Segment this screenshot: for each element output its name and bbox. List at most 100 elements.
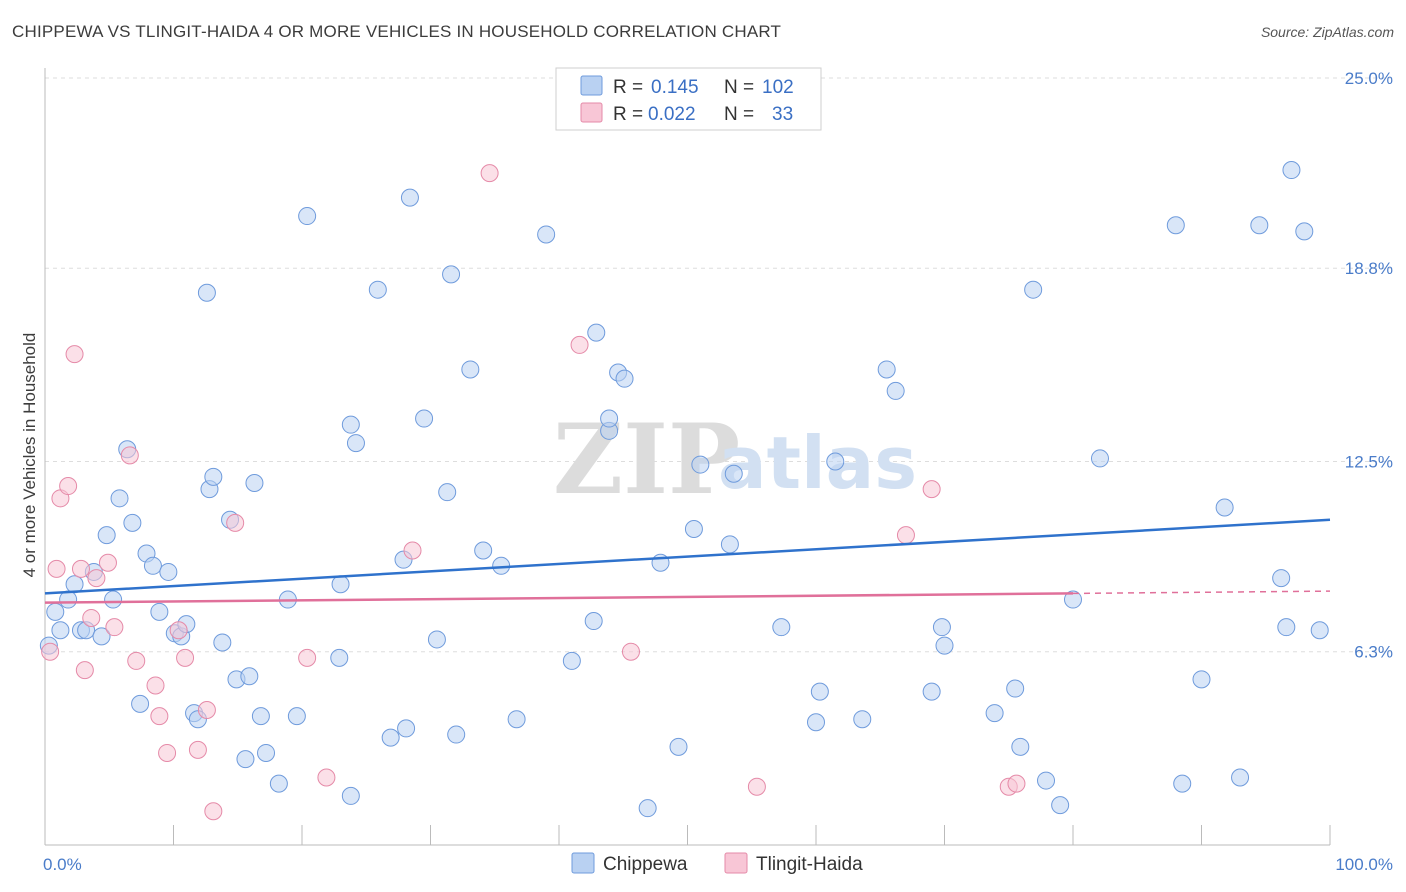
- chippewa-point-93: [1192, 670, 1211, 689]
- chippewa-point-87: [1037, 771, 1056, 790]
- chippewa-point-71: [720, 535, 739, 554]
- chippewa-point-61: [587, 323, 606, 342]
- chippewa-point-84: [1006, 679, 1025, 698]
- y-tick-label-2: 12.5%: [1345, 453, 1393, 472]
- chippewa-point-52: [442, 265, 461, 284]
- tlingit-haida-point-13: [146, 676, 165, 695]
- legend-r-label-tlingit-haida: R =: [613, 104, 643, 125]
- chippewa-point-63: [600, 409, 619, 428]
- chippewa-point-70: [691, 455, 710, 474]
- chippewa-point-78: [877, 360, 896, 379]
- chippewa-point-68: [669, 737, 688, 756]
- legend-n-value-chippewa: 102: [762, 77, 794, 98]
- chippewa-point-27: [213, 633, 232, 652]
- chippewa-point-13: [123, 513, 142, 532]
- y-tick-label-1: 18.8%: [1345, 259, 1393, 278]
- tlingit-haida-point-26: [570, 335, 589, 354]
- chippewa-point-81: [932, 618, 951, 637]
- tlingit-haida-trend-extension: [1072, 590, 1331, 595]
- series-legend: Chippewa Tlingit-Haida: [571, 852, 863, 875]
- chippewa-point-10: [104, 590, 123, 609]
- y-tick-labels: 25.0% 18.8% 12.5% 6.3%: [1345, 69, 1393, 662]
- chippewa-point-88: [1051, 796, 1070, 815]
- tlingit-haida-point-5: [71, 559, 90, 578]
- y-tick-label-3: 6.3%: [1354, 643, 1393, 662]
- chippewa-point-83: [985, 704, 1004, 723]
- chippewa-point-90: [1090, 449, 1109, 468]
- tlingit-haida-point-18: [188, 740, 207, 759]
- x-tick-label-1: 100.0%: [1335, 855, 1393, 874]
- tlingit-haida-point-12: [127, 651, 146, 670]
- chippewa-point-60: [584, 612, 603, 631]
- chippewa-point-82: [935, 636, 954, 655]
- chippewa-point-50: [427, 630, 446, 649]
- chippewa-point-77: [853, 710, 872, 729]
- chippewa-point-45: [381, 728, 400, 747]
- chippewa-point-33: [251, 707, 270, 726]
- chippewa-point-55: [474, 541, 493, 560]
- tlingit-haida-point-15: [158, 743, 177, 762]
- tlingit-haida-point-29: [896, 526, 915, 545]
- tlingit-haida-point-21: [226, 513, 245, 532]
- tlingit-haida-point-6: [75, 661, 94, 680]
- legend-n-label-tlingit-haida: N =: [724, 104, 754, 125]
- chippewa-point-75: [810, 682, 829, 701]
- tlingit-haida-point-22: [298, 648, 317, 667]
- chippewa-point-95: [1231, 768, 1250, 787]
- tlingit-haida-point-32: [1007, 774, 1026, 793]
- legend-r-value-tlingit-haida: 0.022: [648, 104, 696, 125]
- chippewa-point-74: [807, 713, 825, 732]
- trend-lines: [44, 518, 1331, 604]
- legend-n-value-tlingit-haida: 33: [772, 104, 793, 125]
- source-label: Source: ZipAtlas.com: [1260, 24, 1394, 40]
- watermark-atlas: atlas: [718, 421, 917, 505]
- chippewa-point-100: [1295, 222, 1314, 241]
- chippewa-point-80: [922, 682, 941, 701]
- chippewa-point-2: [51, 621, 70, 640]
- tlingit-haida-point-16: [169, 621, 188, 640]
- chippewa-point-31: [240, 667, 259, 686]
- legend-n-label-chippewa: N =: [724, 77, 754, 98]
- chippewa-point-37: [287, 707, 306, 726]
- chippewa-point-39: [330, 648, 349, 667]
- chippewa-point-14: [131, 694, 150, 713]
- chippewa-point-58: [537, 225, 556, 244]
- watermark-zip: ZIP: [553, 403, 740, 516]
- chippewa-point-59: [562, 651, 581, 670]
- chippewa-point-101: [1310, 621, 1329, 640]
- chippewa-point-69: [684, 519, 703, 538]
- chippewa-point-9: [97, 526, 116, 545]
- bottom-legend-tlingit-haida: Tlingit-Haida: [756, 854, 863, 875]
- bottom-legend-swatch-tlingit-haida: [724, 852, 748, 874]
- series-chippewa-points: [39, 161, 1329, 818]
- chippewa-point-86: [1024, 280, 1043, 299]
- y-axis-label: 4 or more Vehicles in Household: [20, 333, 39, 578]
- tlingit-haida-point-30: [922, 480, 941, 499]
- chippewa-point-41: [341, 786, 360, 805]
- legend-swatch-chippewa: [580, 75, 603, 96]
- chippewa-point-26: [204, 467, 223, 486]
- bottom-legend-swatch-chippewa: [571, 852, 595, 874]
- tlingit-haida-trend-line: [44, 592, 1074, 604]
- bottom-legend-chippewa: Chippewa: [603, 854, 688, 875]
- chippewa-point-16: [143, 556, 162, 575]
- tlingit-haida-point-10: [105, 618, 124, 637]
- tlingit-haida-point-25: [480, 164, 499, 183]
- x-tick-label-0: 0.0%: [43, 855, 82, 874]
- chippewa-point-91: [1166, 216, 1185, 235]
- tlingit-haida-point-20: [204, 802, 223, 821]
- chippewa-point-43: [346, 434, 365, 453]
- x-tick-labels: 0.0% 100.0%: [43, 855, 1393, 874]
- chippewa-point-72: [724, 464, 743, 483]
- tlingit-haida-point-1: [47, 559, 66, 578]
- tlingit-haida-point-23: [317, 768, 336, 787]
- series-tlingit-haida-points: [41, 164, 1026, 821]
- legend-r-value-chippewa: 0.145: [651, 77, 699, 98]
- chart-title: CHIPPEWA VS TLINGIT-HAIDA 4 OR MORE VEHI…: [12, 22, 782, 41]
- grid-lines: [45, 77, 1392, 653]
- chippewa-trend-line: [44, 518, 1331, 595]
- chippewa-point-35: [269, 774, 288, 793]
- tlingit-haida-point-27: [621, 642, 640, 661]
- tlingit-haida-point-28: [747, 777, 766, 796]
- tlingit-haida-point-17: [176, 648, 195, 667]
